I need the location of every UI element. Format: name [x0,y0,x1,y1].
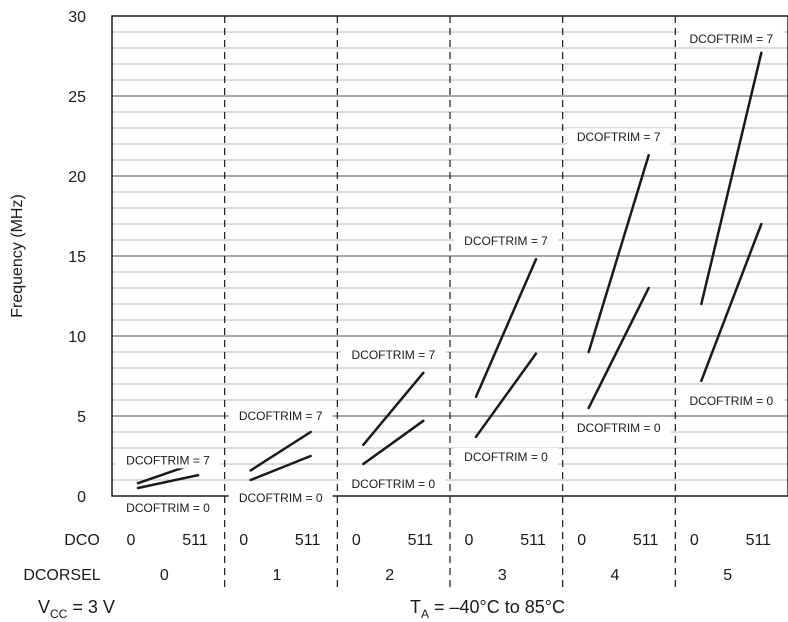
dco-min-label: 0 [690,532,699,549]
series-line-dcorsel1-0 [249,430,312,472]
series-annotations: DCOFTRIM = 7 DCOFTRIM = 0 DCOFTRIM = 7 DCOF… [116,29,784,516]
vcc-main: V [38,597,50,617]
dcorsel-row-label: DCORSEL [23,567,100,584]
y-tick-label: 20 [68,169,86,186]
ta-sub: A [421,607,429,621]
vcc-rest: = 3 V [67,597,115,617]
ta-condition: TA = –40°C to 85°C [410,597,565,621]
annotation-bg [341,345,446,363]
y-tick-label: 30 [68,9,86,26]
annotation-bg [116,499,220,516]
dco-max-label: 511 [633,532,659,549]
y-tick-labels: 0 5 10 15 20 25 30 [68,9,86,506]
series-line-dcorsel0-1 [136,473,200,490]
dcorsel-value-label: 3 [498,567,507,584]
annotation-label: DCOFTRIM = 0 [126,501,210,515]
annotation-bg [566,128,671,146]
dcorsel-value-label: 2 [385,567,394,584]
dco-max-label: 511 [520,532,546,549]
annotation-bg [679,391,784,409]
y-tick-label: 15 [68,249,86,266]
annotation-label: DCOFTRIM = 0 [239,491,323,505]
annotation-bg [228,407,333,424]
ta-rest: = –40°C to 85°C [429,597,565,617]
series-line-dcorsel5-0 [700,51,763,306]
y-tick-label: 5 [77,409,86,426]
plot-frame [111,15,788,497]
series-line-dcorsel2-0 [362,371,425,447]
annotation-label: DCOFTRIM = 0 [577,421,661,435]
annotation-label: DCOFTRIM = 7 [351,348,435,362]
annotation-label: DCOFTRIM = 0 [351,477,435,491]
vcc-condition: VCC = 3 V [38,597,115,621]
annotation-label: DCOFTRIM = 7 [239,409,323,423]
vcc-sub: CC [50,607,68,621]
series-lines [136,51,763,490]
annotation-label: DCOFTRIM = 0 [689,394,773,408]
annotation-bg [679,29,784,47]
y-tick-label: 25 [68,89,86,106]
dco-max-label: 511 [746,532,772,549]
annotation-label: DCOFTRIM = 7 [577,130,661,144]
annotation-label: DCOFTRIM = 7 [689,32,773,46]
dco-max-label: 511 [295,532,321,549]
annotation-bg [566,419,671,436]
annotation-bg [341,475,446,492]
series-line-dcorsel4-0 [587,153,650,354]
series-line-dcorsel4-1 [587,286,650,410]
annotation-bg [454,447,558,465]
annotation-bg [116,451,220,469]
dcorsel-value-label: 4 [611,567,620,584]
dco-min-label: 0 [127,532,136,549]
dco-max-label: 511 [182,532,208,549]
annotation-label: DCOFTRIM = 7 [464,234,548,248]
series-line-dcorsel5-1 [700,222,763,383]
dcorsel-value-label: 1 [273,567,282,584]
ta-main: T [410,597,421,617]
series-line-dcorsel1-1 [249,454,312,482]
dco-row-label: DCO [64,532,100,549]
bottom-axis-labels: 0 511 0 0 511 1 0 511 2 0 511 3 0 511 4 0 511 5 [127,532,772,584]
dcorsel-value-label: 0 [160,567,169,584]
dco-min-label: 0 [352,532,361,549]
series-line-dcorsel3-1 [474,352,538,439]
dco-min-label: 0 [465,532,474,549]
y-axis-label: Frequency (MHz) [9,194,26,318]
dco-max-label: 511 [408,532,434,549]
y-tick-label: 0 [77,489,86,506]
dco-min-label: 0 [577,532,586,549]
annotation-bg [454,232,558,250]
annotation-bg [228,489,333,506]
annotation-label: DCOFTRIM = 7 [126,453,210,467]
dcorsel-value-label: 5 [723,567,732,584]
annotation-label: DCOFTRIM = 0 [464,450,548,464]
y-tick-label: 10 [68,329,86,346]
dco-min-label: 0 [239,532,248,549]
series-line-dcorsel3-0 [474,257,538,399]
series-line-dcorsel2-1 [362,419,425,466]
